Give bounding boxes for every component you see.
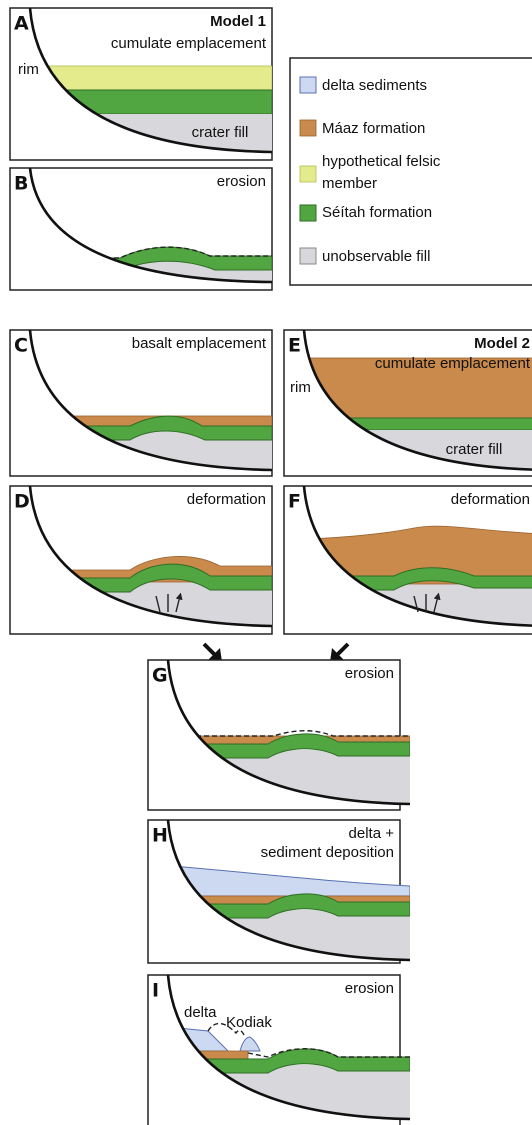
panel-e: E Model 2 cumulate emplacement rim crate… — [284, 330, 532, 476]
kodiak-label: Kodiak — [226, 1014, 272, 1031]
caption: cumulate emplacement — [111, 35, 267, 52]
caption: erosion — [345, 980, 394, 997]
panel-letter: B — [14, 173, 28, 195]
delta-label: delta — [184, 1004, 217, 1021]
caption: sediment deposition — [261, 844, 394, 861]
rim-label: rim — [290, 379, 311, 396]
panel-b: B erosion — [10, 168, 272, 290]
legend-swatch — [300, 205, 316, 221]
legend-label: Máaz formation — [322, 120, 425, 137]
legend-label: hypothetical felsic — [322, 153, 441, 170]
legend-label: Séítah formation — [322, 204, 432, 221]
legend-label: member — [322, 175, 377, 192]
caption: deformation — [187, 491, 266, 508]
panel-a: A Model 1 cumulate emplacement rim crate… — [10, 8, 272, 160]
fill-label: crater fill — [192, 124, 249, 141]
caption: cumulate emplacement — [375, 355, 531, 372]
panel-c: C basalt emplacement — [10, 330, 272, 476]
fill-label: crater fill — [446, 441, 503, 458]
legend-label: unobservable fill — [322, 248, 430, 265]
legend-swatch — [300, 166, 316, 182]
model-title: Model 1 — [210, 13, 266, 30]
legend-label: delta sediments — [322, 77, 427, 94]
caption: erosion — [345, 665, 394, 682]
panel-letter: D — [14, 491, 30, 513]
caption: deformation — [451, 491, 530, 508]
panel-letter: I — [152, 980, 159, 1002]
caption: basalt emplacement — [132, 335, 267, 352]
figure: A Model 1 cumulate emplacement rim crate… — [0, 0, 532, 1125]
panel-letter: H — [152, 825, 168, 847]
rim-label: rim — [18, 61, 39, 78]
legend: delta sediments Máaz formation hypotheti… — [290, 58, 532, 285]
panel-h: H delta + sediment deposition — [148, 820, 410, 970]
panel-letter: C — [14, 335, 28, 357]
panel-letter: E — [288, 335, 301, 357]
caption: delta + — [349, 825, 395, 842]
panel-f: F deformation — [284, 486, 532, 634]
panel-letter: F — [288, 491, 301, 513]
panel-letter: G — [152, 665, 168, 687]
panel-letter: A — [14, 13, 29, 35]
panel-d: D deformation — [10, 486, 272, 634]
panel-i: I erosion delta Kodiak — [148, 975, 410, 1125]
panel-g: G erosion — [148, 660, 410, 810]
legend-swatch — [300, 120, 316, 136]
legend-swatch — [300, 77, 316, 93]
legend-swatch — [300, 248, 316, 264]
caption: erosion — [217, 173, 266, 190]
model-title: Model 2 — [474, 335, 530, 352]
